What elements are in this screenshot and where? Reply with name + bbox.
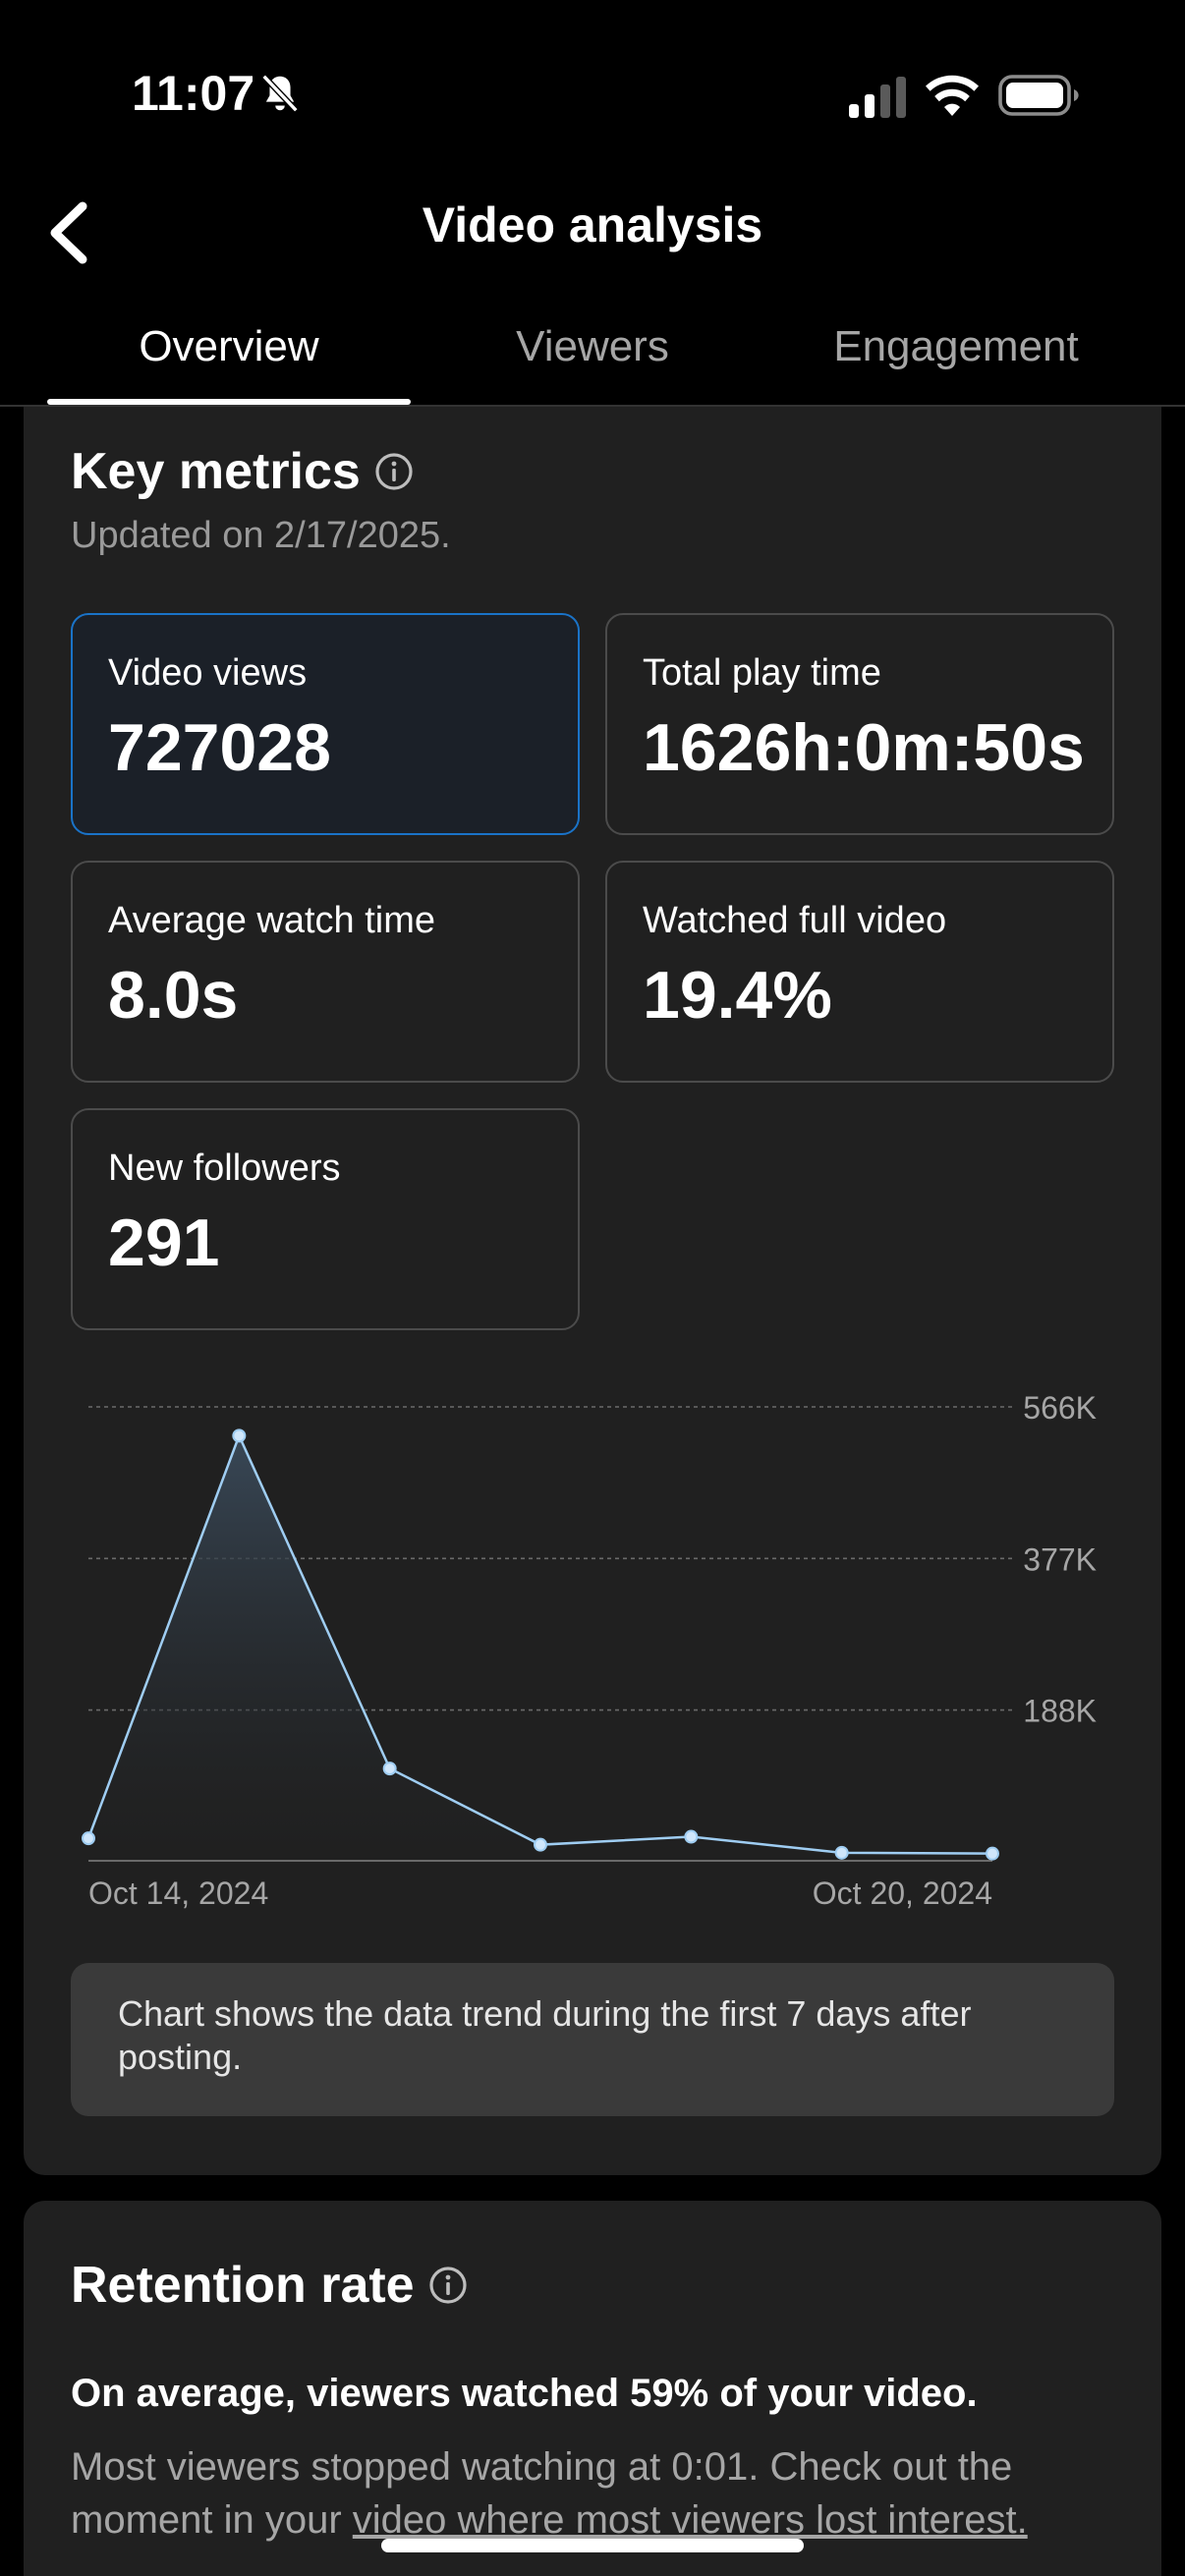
signal-icon <box>849 77 906 118</box>
chart-data-point[interactable] <box>534 1837 547 1852</box>
chart-data-point[interactable] <box>684 1829 699 1844</box>
updated-date: Updated on 2/17/2025. <box>71 515 451 556</box>
metric-value: 8.0s <box>108 958 239 1033</box>
key-metrics-heading: Key metrics <box>71 442 414 501</box>
y-tick-label: 566K <box>1023 1390 1097 1426</box>
metric-video-views[interactable]: Video views 727028 <box>71 613 580 835</box>
metric-value: 291 <box>108 1205 220 1280</box>
info-icon[interactable] <box>374 452 414 491</box>
metric-value: 19.4% <box>643 958 832 1033</box>
battery-icon <box>998 75 1079 116</box>
retention-link[interactable]: video where most viewers lost interest. <box>352 2498 1028 2542</box>
status-time: 11:07 <box>132 66 255 121</box>
x-tick-label: Oct 14, 2024 <box>88 1876 268 1911</box>
chart-svg: 188K 377K 566K Oct 14, 2024 Oct 20, 2024 <box>82 1390 1097 1911</box>
metric-average-watch-time[interactable]: Average watch time 8.0s <box>71 861 580 1083</box>
metric-label: Watched full video <box>643 900 947 941</box>
chart-note-text: Chart shows the data trend during the fi… <box>118 1993 972 2077</box>
views-trend-chart: 188K 377K 566K Oct 14, 2024 Oct 20, 2024 <box>24 1370 1161 2332</box>
chart-data-point[interactable] <box>232 1428 247 1443</box>
metric-total-play-time[interactable]: Total play time 1626h:0m:50s <box>605 613 1114 835</box>
tab-engagement[interactable]: Engagement <box>833 322 1079 370</box>
metric-value: 1626h:0m:50s <box>643 710 1085 785</box>
metric-label: Video views <box>108 652 308 694</box>
metric-new-followers[interactable]: New followers 291 <box>71 1108 580 1330</box>
wifi-icon <box>926 75 979 116</box>
nav-bar: Video analysis <box>0 177 1185 295</box>
metric-label: Total play time <box>643 652 881 694</box>
y-tick-label: 188K <box>1023 1694 1097 1729</box>
page-title: Video analysis <box>422 197 763 252</box>
retention-body: Most viewers stopped watching at 0:01. C… <box>71 2440 1112 2547</box>
tab-bar: Overview Viewers Engagement <box>0 305 1185 407</box>
status-bar: 11:07 <box>0 0 1185 187</box>
tab-viewers[interactable]: Viewers <box>516 322 669 370</box>
retention-heading: Retention rate <box>71 2256 468 2315</box>
retention-body-text: Most viewers stopped watching at 0:01. C… <box>71 2445 1013 2542</box>
chart-data-point[interactable] <box>82 1831 95 1846</box>
tab-overview[interactable]: Overview <box>139 322 319 370</box>
metric-label: New followers <box>108 1148 341 1189</box>
info-icon[interactable] <box>428 2266 468 2305</box>
metric-label: Average watch time <box>108 900 436 941</box>
retention-card: Retention rate On average, viewers watch… <box>24 2201 1161 2576</box>
retention-title: Retention rate <box>71 2257 415 2314</box>
chart-data-point[interactable] <box>986 1846 999 1861</box>
metric-value: 727028 <box>108 710 331 785</box>
bell-slash-icon <box>261 74 299 113</box>
chart-area <box>88 1435 992 1861</box>
y-tick-label: 377K <box>1023 1541 1097 1577</box>
chevron-left-icon[interactable] <box>43 198 92 267</box>
chart-data-point[interactable] <box>834 1845 849 1860</box>
chart-data-point[interactable] <box>382 1762 397 1776</box>
tab-active-indicator <box>47 399 411 405</box>
retention-headline: On average, viewers watched 59% of your … <box>71 2372 978 2415</box>
metric-watched-full-video[interactable]: Watched full video 19.4% <box>605 861 1114 1083</box>
home-indicator <box>381 2539 804 2552</box>
x-tick-label: Oct 20, 2024 <box>813 1876 992 1911</box>
key-metrics-card: Key metrics Updated on 2/17/2025. Video … <box>24 407 1161 2175</box>
chart-note: Chart shows the data trend during the fi… <box>71 1963 1114 2116</box>
key-metrics-title: Key metrics <box>71 443 361 500</box>
